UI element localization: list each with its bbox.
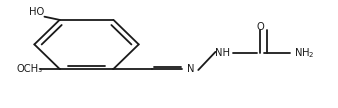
Text: NH: NH [215, 48, 231, 58]
Text: O: O [256, 22, 264, 32]
Text: HO: HO [29, 7, 45, 17]
Text: N: N [187, 64, 195, 74]
Text: OCH₃: OCH₃ [17, 64, 43, 74]
Text: NH$_2$: NH$_2$ [293, 46, 314, 60]
